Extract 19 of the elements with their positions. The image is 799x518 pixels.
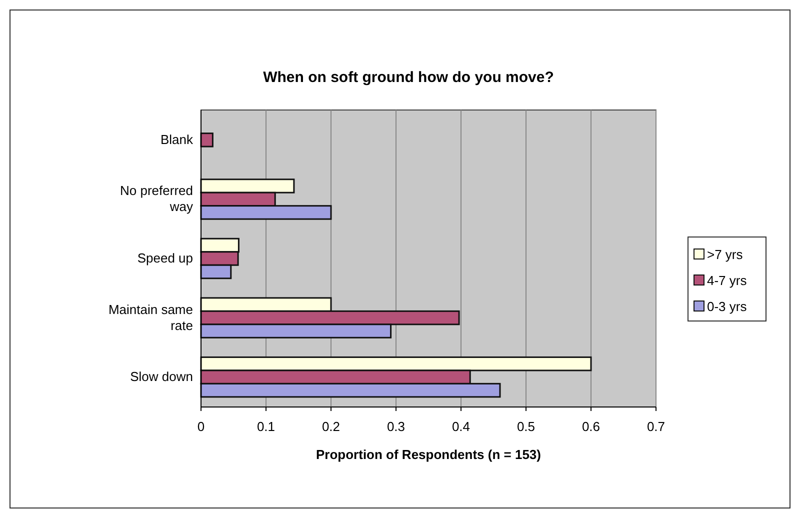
x-axis-title: Proportion of Respondents (n = 153) [316, 447, 541, 462]
legend-label: 0-3 yrs [707, 299, 748, 314]
x-tick-label: 0 [197, 419, 205, 434]
x-tick-label: 0.5 [516, 419, 536, 434]
x-tick-label: 0.2 [322, 419, 340, 434]
x-tick-label: 0.6 [582, 419, 600, 434]
x-tick-label: 0.3 [386, 419, 406, 434]
legend-label: >7 yrs [707, 247, 744, 262]
x-tick-label: 0.7 [646, 419, 666, 434]
x-tick-label: 0.1 [256, 419, 276, 434]
y-tick-label: Slow down [130, 369, 193, 384]
y-tick-label: No preferred way [120, 183, 194, 214]
y-tick-label: Maintain same rate [108, 302, 193, 333]
chart-title: When on soft ground how do you move? [263, 69, 554, 86]
y-tick-label: Blank [160, 132, 194, 147]
x-tick-label: 0.4 [452, 419, 470, 434]
bar [200, 132, 214, 148]
y-tick-label: Speed up [137, 250, 193, 266]
legend-label: 4-7 yrs [707, 273, 748, 288]
